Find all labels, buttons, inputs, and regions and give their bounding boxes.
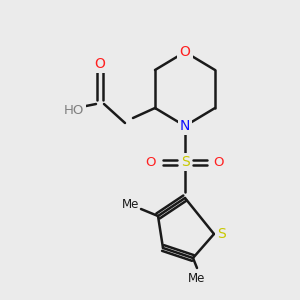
Text: Me: Me [188, 272, 206, 284]
Text: O: O [180, 45, 190, 59]
Text: S: S [181, 155, 189, 169]
Text: Me: Me [122, 199, 140, 212]
Text: S: S [217, 227, 225, 241]
Text: N: N [180, 119, 190, 133]
Text: O: O [214, 155, 224, 169]
Text: HO: HO [64, 103, 84, 116]
Text: O: O [94, 57, 105, 71]
Text: O: O [146, 155, 156, 169]
